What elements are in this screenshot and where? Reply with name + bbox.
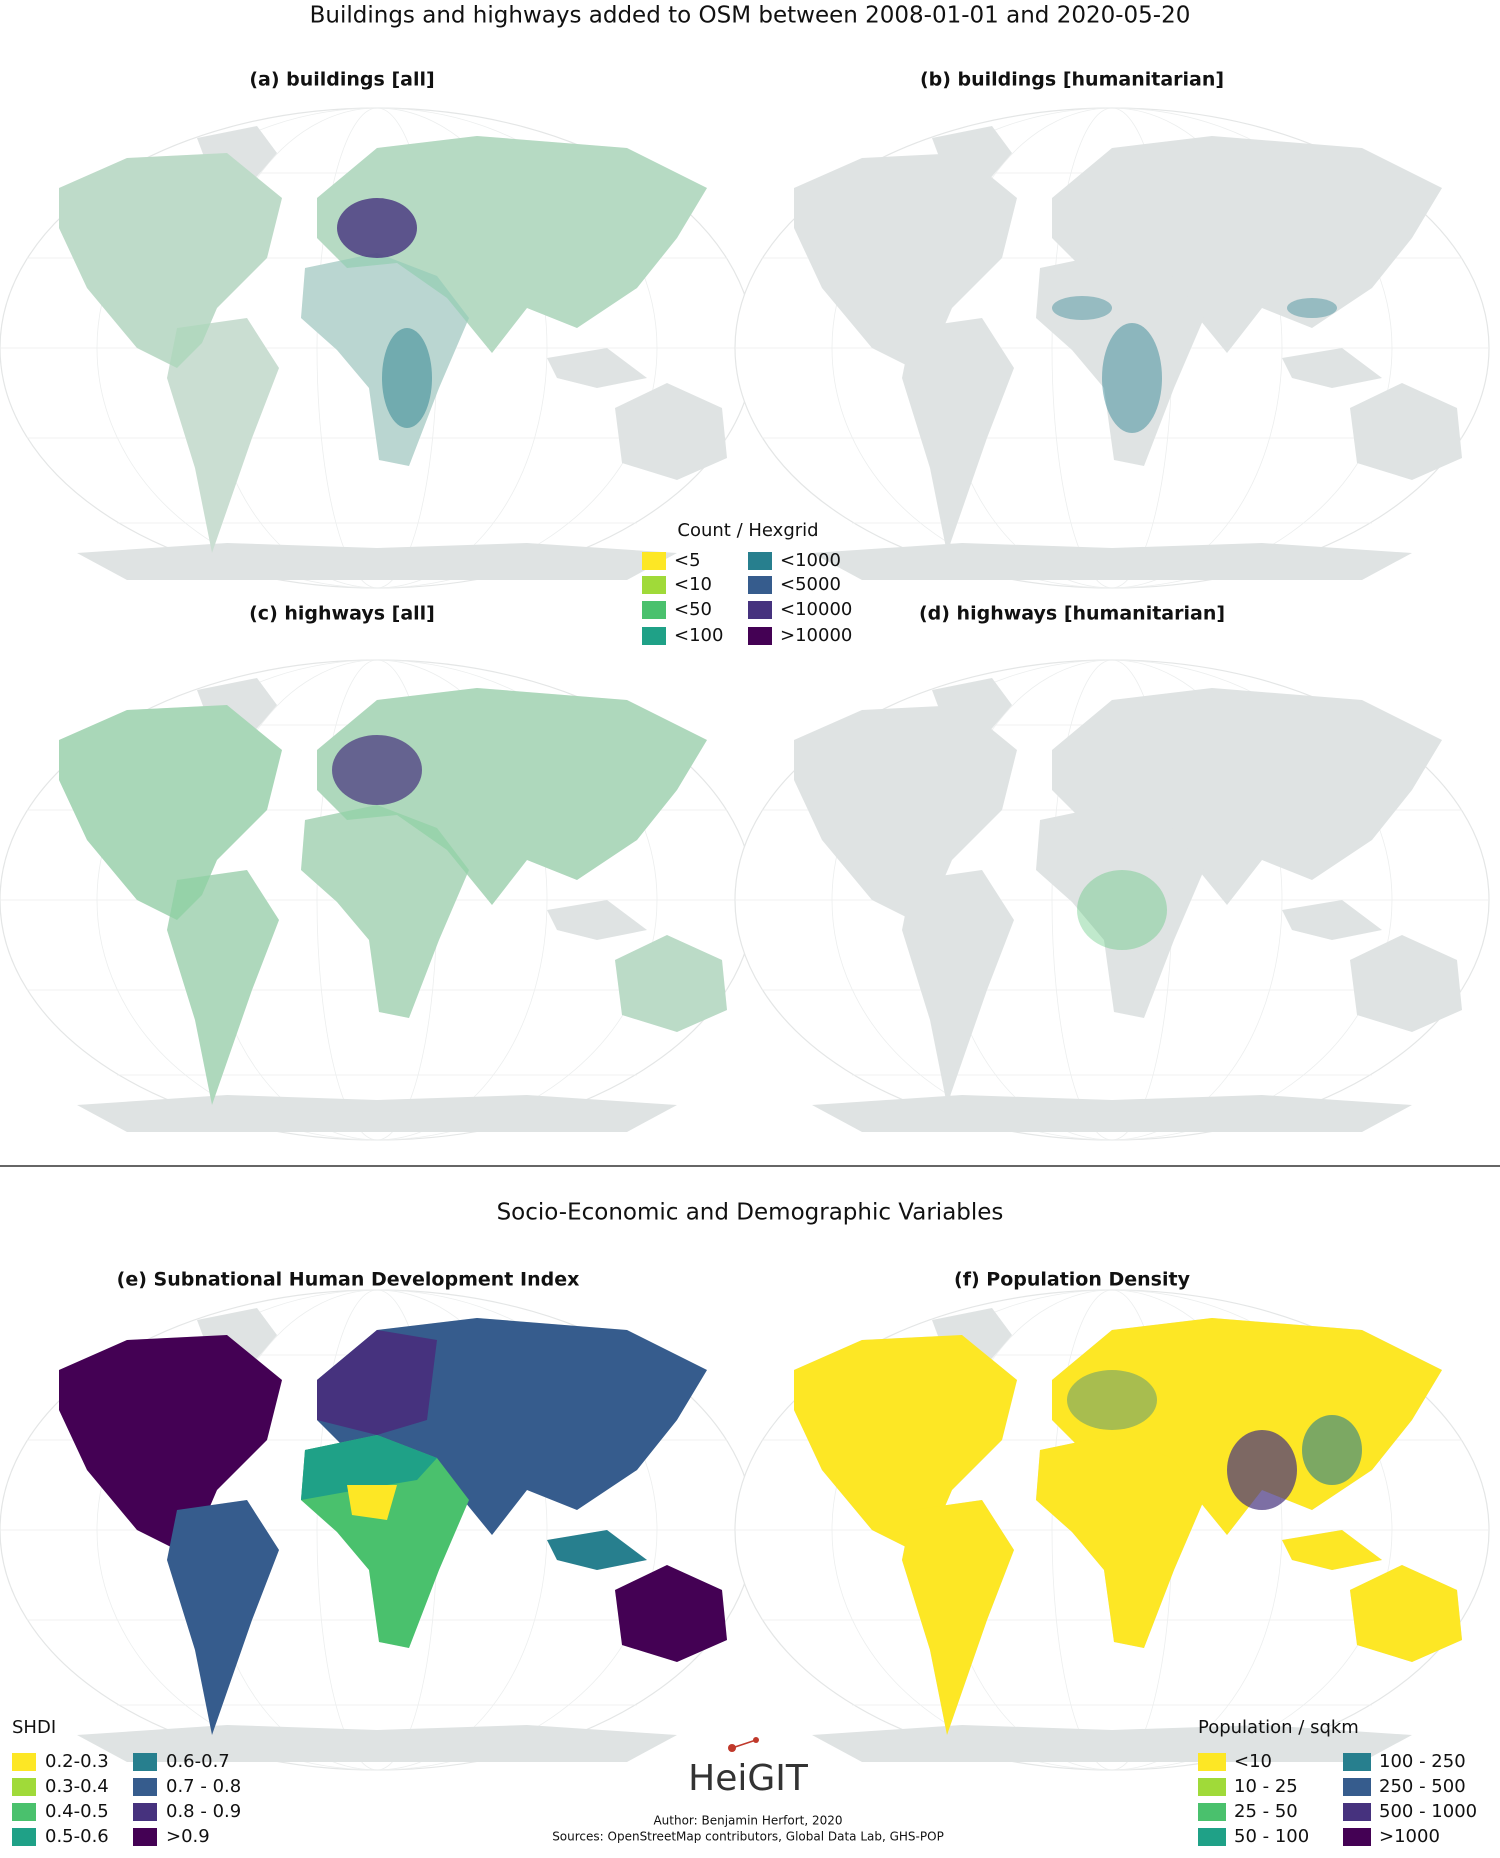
legend-label: <1000 (780, 550, 841, 571)
legend: Count / Hexgrid <5 <10 <50 <100 <1000 <5000 <1… (642, 520, 852, 646)
legend: Population / sqkm <10 10 - 25 25 - 50 50 - … (1198, 1717, 1477, 1847)
legend-swatch (133, 1753, 157, 1771)
legend-swatch (748, 601, 772, 619)
legend: SHDI 0.2-0.3 0.3-0.4 0.4-0.5 0.5-0.6 0.6-0.7… (12, 1717, 241, 1847)
legend-swatch (1343, 1778, 1371, 1796)
legend-title: Population / sqkm (1198, 1717, 1359, 1738)
legend-swatch (12, 1828, 36, 1846)
legend-swatch (748, 627, 772, 645)
legend-label: 10 - 25 (1234, 1776, 1298, 1797)
legend-label: 100 - 250 (1379, 1751, 1466, 1772)
legend-label: 0.8 - 0.9 (166, 1801, 241, 1822)
legend-label: 0.2-0.3 (45, 1751, 109, 1772)
legend-swatch (1343, 1753, 1371, 1771)
legend-label: 0.5-0.6 (45, 1826, 109, 1847)
map-population-density (735, 1290, 1489, 1770)
figure-title: Buildings and highways added to OSM betw… (310, 3, 1191, 29)
legend-label: <5 (674, 550, 701, 571)
map-buildings-humanitarian (735, 108, 1489, 588)
legend-label: <50 (674, 599, 712, 620)
map-buildings-all (0, 108, 754, 588)
legend-label: 25 - 50 (1234, 1801, 1298, 1822)
legend-label: 0.7 - 0.8 (166, 1776, 241, 1797)
legend-swatch (12, 1778, 36, 1796)
legend-label: 0.3-0.4 (45, 1776, 109, 1797)
legend-label: 250 - 500 (1379, 1776, 1466, 1797)
map-highways-humanitarian (735, 660, 1489, 1140)
legend-swatch (1198, 1803, 1226, 1821)
legend-title: SHDI (12, 1717, 56, 1738)
legend-swatch (748, 576, 772, 594)
section-title: Socio-Economic and Demographic Variables (497, 1200, 1004, 1226)
legend-label: <5000 (780, 574, 841, 595)
legend-swatch (642, 627, 666, 645)
panel-title: (e) Subnational Human Development Index (117, 1269, 580, 1291)
legend-label: <100 (674, 625, 723, 646)
legend-title: Count / Hexgrid (677, 520, 818, 541)
logo-text: HeiGIT (688, 1758, 809, 1799)
legend-swatch (1198, 1828, 1226, 1846)
legend-swatch (133, 1828, 157, 1846)
legend-label: 0.6-0.7 (166, 1751, 230, 1772)
map-highways-all (0, 660, 754, 1140)
panel-title: (a) buildings [all] (249, 69, 434, 91)
legend-label: <10000 (780, 599, 852, 620)
map-shdi (0, 1290, 754, 1770)
legend-swatch (642, 552, 666, 570)
legend-swatch (1343, 1803, 1371, 1821)
author: Author: Benjamin Herfort, 2020 (653, 1814, 842, 1828)
legend-swatch (642, 601, 666, 619)
legend-label: >1000 (1379, 1826, 1440, 1847)
panel-title: (d) highways [humanitarian] (919, 603, 1225, 625)
legend-label: <10 (1234, 1751, 1272, 1772)
legend-swatch (12, 1803, 36, 1821)
legend-label: 500 - 1000 (1379, 1801, 1477, 1822)
legend-label: <10 (674, 574, 712, 595)
legend-swatch (133, 1803, 157, 1821)
legend-label: 0.4-0.5 (45, 1801, 109, 1822)
logo: HeiGIT (688, 1737, 809, 1799)
legend-swatch (1198, 1778, 1226, 1796)
legend-swatch (1198, 1753, 1226, 1771)
legend-swatch (748, 552, 772, 570)
legend-label: >0.9 (166, 1826, 210, 1847)
panel-title: (f) Population Density (954, 1269, 1191, 1291)
legend-swatch (642, 576, 666, 594)
panel-title: (c) highways [all] (249, 603, 435, 625)
legend-swatch (12, 1753, 36, 1771)
legend-label: >10000 (780, 625, 852, 646)
legend-swatch (133, 1778, 157, 1796)
legend-swatch (1343, 1828, 1371, 1846)
sources: Sources: OpenStreetMap contributors, Glo… (552, 1830, 944, 1844)
legend-label: 50 - 100 (1234, 1826, 1309, 1847)
panel-title: (b) buildings [humanitarian] (920, 69, 1224, 91)
